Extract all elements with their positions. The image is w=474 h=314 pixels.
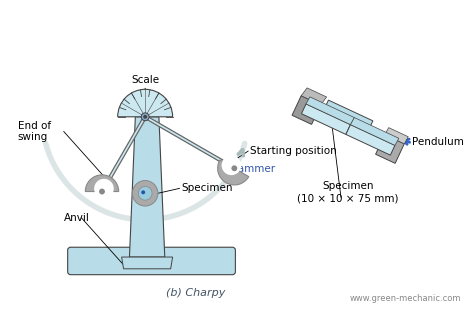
Text: Hammer: Hammer	[230, 164, 275, 174]
Circle shape	[141, 113, 149, 121]
Polygon shape	[385, 127, 408, 144]
Polygon shape	[375, 135, 404, 163]
Polygon shape	[350, 117, 399, 145]
Polygon shape	[292, 96, 321, 124]
Text: Anvil: Anvil	[64, 213, 90, 223]
Circle shape	[132, 181, 158, 206]
Polygon shape	[129, 117, 165, 257]
Polygon shape	[301, 88, 327, 105]
Circle shape	[99, 189, 105, 194]
Polygon shape	[306, 97, 355, 125]
Circle shape	[231, 165, 237, 171]
Wedge shape	[218, 160, 249, 185]
Wedge shape	[118, 89, 173, 117]
Text: Specimen
(10 × 10 × 75 mm): Specimen (10 × 10 × 75 mm)	[297, 181, 399, 203]
Circle shape	[221, 155, 241, 175]
Text: Scale: Scale	[131, 75, 159, 85]
Polygon shape	[346, 125, 395, 155]
Polygon shape	[122, 257, 173, 269]
Wedge shape	[85, 175, 118, 192]
Circle shape	[138, 187, 152, 200]
Text: www.green-mechanic.com: www.green-mechanic.com	[349, 294, 461, 303]
Text: Starting position: Starting position	[250, 146, 337, 156]
Circle shape	[143, 115, 147, 119]
Polygon shape	[323, 100, 373, 132]
FancyBboxPatch shape	[68, 247, 236, 275]
Circle shape	[141, 190, 145, 194]
Text: Specimen: Specimen	[182, 183, 233, 193]
Text: Pendulum: Pendulum	[412, 137, 464, 147]
Circle shape	[94, 179, 114, 198]
Text: End of
swing: End of swing	[18, 121, 51, 142]
Text: (b) Charpy: (b) Charpy	[166, 288, 226, 298]
Polygon shape	[301, 104, 350, 134]
